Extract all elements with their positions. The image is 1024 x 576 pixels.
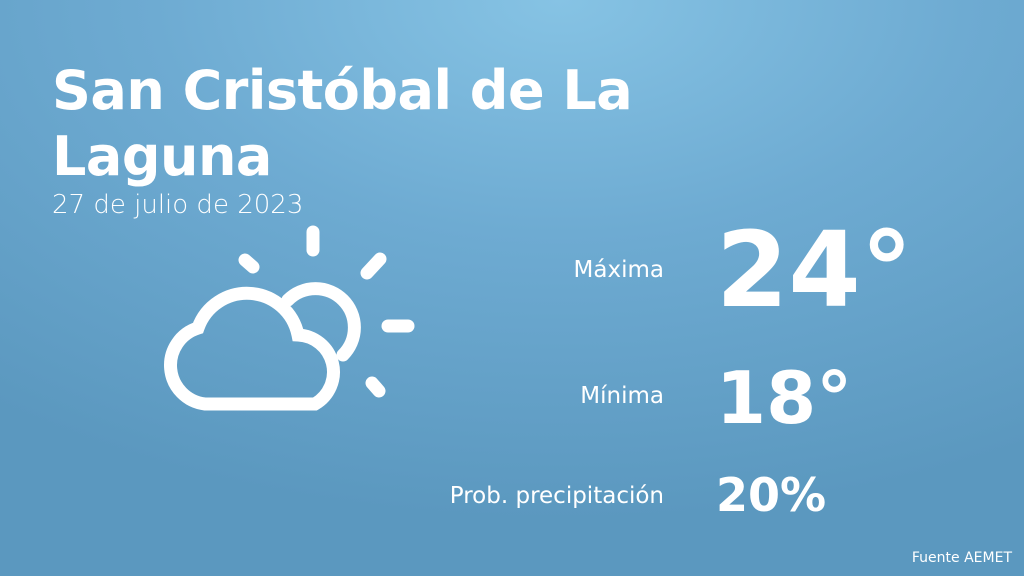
min-label: Mínima [580,383,664,409]
forecast-date: 27 de julio de 2023 [52,190,304,220]
precip-label: Prob. precipitación [449,483,664,509]
location-title: San Cristóbal de La Laguna [52,59,633,188]
max-label: Máxima [573,257,664,283]
precip-value: 20% [716,468,827,522]
source-credit: Fuente AEMET [911,550,1012,566]
max-value: 24° [716,209,913,331]
min-value: 18° [716,356,853,440]
